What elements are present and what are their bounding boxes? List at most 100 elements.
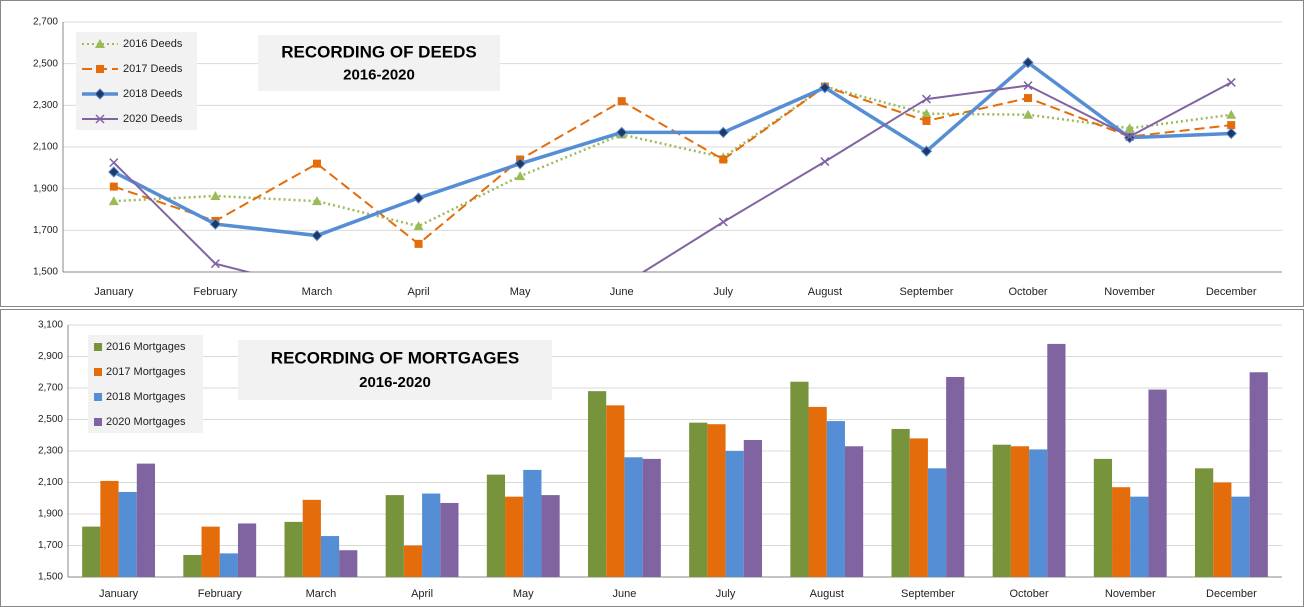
marker (109, 158, 119, 168)
marker (414, 239, 423, 248)
bar (486, 474, 506, 577)
marker (921, 108, 932, 118)
title-box (238, 340, 552, 400)
x-tick-label: July (716, 588, 736, 600)
y-tick-label: 1,700 (33, 225, 58, 236)
y-tick-label: 2,900 (38, 351, 63, 362)
bar (1148, 389, 1167, 577)
bar (82, 526, 101, 577)
marker (312, 159, 321, 168)
legend-swatch (94, 343, 102, 351)
bar (505, 496, 524, 577)
y-tick-label: 1,900 (33, 183, 58, 194)
bar (606, 405, 625, 577)
y-tick-label: 2,300 (38, 446, 63, 457)
marker (311, 229, 323, 242)
bar (1194, 468, 1214, 577)
bar (743, 439, 763, 577)
x-tick-label: February (193, 286, 238, 298)
bar (201, 526, 220, 577)
plot-area (108, 56, 1237, 272)
x-tick-label: September (901, 588, 955, 600)
bar (1249, 372, 1268, 577)
bar (707, 424, 726, 577)
bar (587, 391, 607, 577)
bar (284, 521, 303, 577)
marker (514, 157, 526, 170)
marker (412, 192, 425, 204)
bar (909, 438, 928, 577)
x-tick-label: October (1008, 286, 1047, 298)
y-tick-label: 2,100 (33, 142, 58, 153)
marker (1022, 56, 1034, 69)
y-tick-label: 3,100 (38, 320, 63, 331)
line (113, 85, 1232, 228)
x-tick-label: July (714, 286, 734, 298)
x-tick-label: December (1206, 588, 1257, 600)
bar (946, 376, 965, 577)
x-tick-label: June (610, 286, 634, 298)
marker (108, 166, 120, 178)
bar (790, 381, 809, 577)
y-tick-label: 2,100 (38, 477, 63, 488)
bar (237, 523, 257, 577)
marker (921, 94, 931, 104)
y-tick-label: 2,500 (38, 414, 63, 425)
marker (109, 182, 118, 191)
bar (118, 491, 137, 577)
legend-label: 2016 Deeds (123, 38, 183, 50)
bar (1010, 446, 1030, 577)
x-tick-label: August (810, 588, 844, 600)
bar (992, 444, 1011, 577)
x-tick-label: February (198, 588, 243, 600)
bar (1130, 496, 1149, 577)
marker (311, 196, 322, 206)
y-tick-label: 2,300 (33, 100, 58, 111)
line (113, 81, 1232, 272)
legend-box (88, 335, 203, 433)
bar (927, 468, 947, 577)
legend-label: 2018 Deeds (123, 88, 183, 100)
marker (920, 145, 933, 157)
marker (1023, 109, 1034, 119)
x-tick-label: December (1206, 286, 1257, 298)
marker (922, 116, 931, 125)
bar (403, 545, 423, 577)
bar (689, 422, 708, 577)
bar (339, 550, 358, 577)
bar (808, 406, 827, 577)
x-tick-label: May (510, 286, 531, 298)
legend-box (76, 32, 197, 130)
chart-title: RECORDING OF MORTGAGES (271, 349, 519, 368)
marker (96, 65, 104, 73)
bar (1047, 343, 1066, 577)
y-tick-label: 1,900 (38, 509, 63, 520)
marker (210, 190, 221, 200)
bar (1213, 482, 1232, 577)
x-tick-label: January (99, 588, 139, 600)
legend-label: 2018 Mortgages (106, 391, 186, 403)
legend-label: 2017 Deeds (123, 63, 183, 75)
legend-swatch (94, 368, 102, 376)
chart-title: RECORDING OF DEEDS (281, 42, 477, 61)
marker (1226, 77, 1236, 87)
x-tick-label: November (1105, 588, 1156, 600)
marker (1125, 132, 1135, 142)
y-tick-label: 1,500 (33, 267, 58, 278)
bar (642, 458, 661, 577)
bar (891, 428, 910, 577)
y-tick-label: 2,700 (38, 383, 63, 394)
marker (108, 196, 119, 206)
legend-swatch (94, 418, 102, 426)
line (112, 60, 1232, 238)
legend-label: 2016 Mortgages (106, 341, 186, 353)
line (113, 85, 1232, 246)
chart-subtitle: 2016-2020 (343, 66, 415, 83)
bar (844, 446, 864, 577)
bar (1029, 449, 1048, 577)
y-tick-label: 2,700 (33, 17, 58, 28)
legend-label: 2017 Mortgages (106, 366, 186, 378)
x-tick-label: June (612, 588, 636, 600)
marker (95, 39, 105, 48)
